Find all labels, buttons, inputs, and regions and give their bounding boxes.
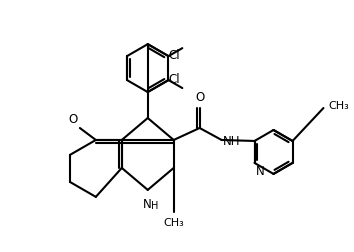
Text: O: O: [195, 91, 204, 104]
Text: O: O: [69, 113, 78, 126]
Text: NH: NH: [223, 136, 240, 148]
Text: N: N: [256, 165, 264, 178]
Text: Cl: Cl: [169, 73, 180, 86]
Text: H: H: [151, 201, 159, 211]
Text: CH₃: CH₃: [163, 218, 184, 228]
Text: CH₃: CH₃: [329, 101, 349, 111]
Text: N: N: [143, 198, 152, 211]
Text: Cl: Cl: [169, 49, 180, 62]
